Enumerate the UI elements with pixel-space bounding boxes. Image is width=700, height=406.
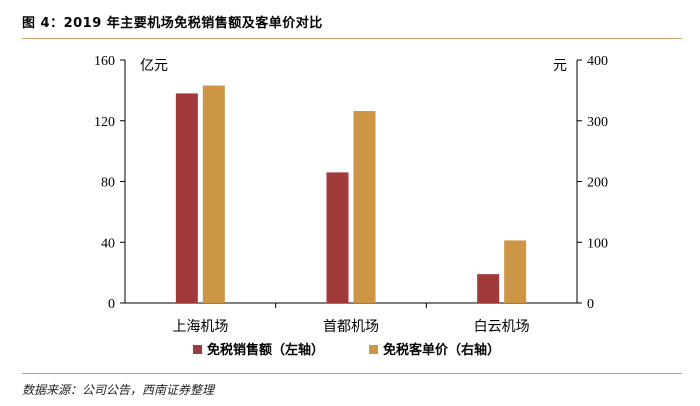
right-tick-label: 300 — [587, 115, 608, 130]
source-note: 数据来源：公司公告，西南证券整理 — [22, 383, 215, 397]
right-tick-label: 0 — [587, 297, 594, 312]
category-label: 首都机场 — [323, 319, 379, 335]
right-tick-label: 200 — [587, 176, 608, 191]
legend: 免税销售额（左轴） 免税客单价（右轴） — [193, 342, 500, 358]
right-tick-label: 400 — [587, 54, 608, 69]
bar-sales-2 — [326, 172, 349, 303]
bar-unit-price-1 — [202, 85, 225, 303]
source-divider — [22, 373, 682, 374]
bar-sales-3 — [477, 274, 500, 303]
left-tick-label: 120 — [94, 115, 115, 130]
category-label: 上海机场 — [172, 319, 228, 335]
bar-unit-price-3 — [504, 240, 527, 303]
category-label: 白云机场 — [474, 319, 530, 335]
left-tick-label: 0 — [108, 297, 115, 312]
bar-unit-price-2 — [353, 111, 376, 303]
left-tick-label: 160 — [94, 54, 115, 69]
legend-swatch — [369, 345, 378, 354]
right-tick-label: 100 — [587, 236, 608, 251]
left-tick-label: 40 — [101, 236, 115, 251]
bar-sales-1 — [175, 93, 198, 303]
figure-title: 图 4：2019 年主要机场免税销售额及客单价对比 — [22, 16, 323, 31]
legend-label: 免税客单价（右轴） — [383, 342, 500, 358]
bar-chart: 0 40 80 120 160 0 100 200 300 400 上海机场 首都机场 白云机场 亿… — [94, 54, 608, 358]
left-axis-unit: 亿元 — [140, 58, 168, 74]
left-tick-label: 80 — [101, 176, 115, 191]
legend-swatch — [193, 345, 202, 354]
title-divider — [22, 38, 682, 39]
right-axis-unit: 元 — [553, 58, 567, 74]
legend-label: 免税销售额（左轴） — [207, 342, 324, 358]
